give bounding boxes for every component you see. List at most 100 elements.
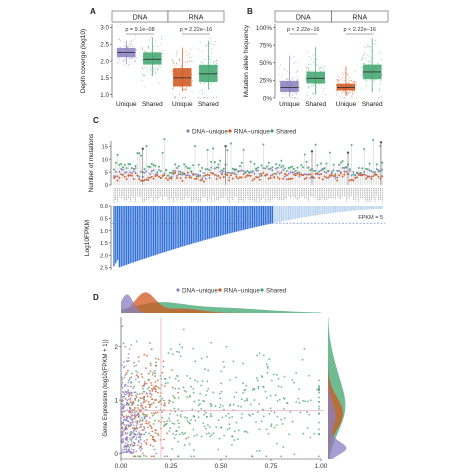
scatter-point [164,378,167,380]
scatter-point [131,436,133,439]
jitter-point [198,69,200,71]
lollipop-point [318,173,321,176]
lollipop-point [177,173,180,176]
jitter-point [381,79,383,81]
scatter-point [171,368,174,371]
jitter-point [347,72,349,75]
scatter-point [177,440,180,443]
scatter-point [145,422,147,425]
lollipop-point [248,174,250,177]
scatter-point [131,411,134,414]
scatter-point [150,425,152,428]
lollipop-point [123,163,126,166]
scatter-point [121,403,124,406]
lollipop-point [125,167,128,170]
panel-a-letter: A [90,7,96,16]
expression-bar [190,206,193,244]
scatter-point [131,420,134,423]
scatter-point [154,399,156,401]
facet-label: RNA [352,15,367,22]
jitter-point [374,81,376,83]
jitter-point [309,97,311,99]
expression-bar [208,206,211,239]
scatter-point [137,356,140,358]
scatter-point [136,427,139,430]
scatter-point [262,415,265,418]
jitter-point [362,63,364,65]
lollipop-point [213,173,216,176]
scatter-point [132,455,135,458]
expression-bar [311,206,313,217]
expression-bar [179,206,182,248]
expression-bar [223,206,225,235]
expression-bar [309,206,311,217]
jitter-point [148,47,150,49]
scatter-point [127,353,130,355]
scatter-point [266,371,269,374]
jitter-point [365,79,367,81]
scatter-point [141,376,144,379]
jitter-point [183,97,185,99]
scatter-point [205,432,208,435]
expression-bar [232,206,234,233]
scatter-point [218,437,221,440]
scatter-point [318,433,320,436]
jitter-point [150,74,152,76]
lollipop-point [201,178,204,181]
y-axis-label: Depth coverge (log10) [80,29,87,93]
scatter-point [145,419,148,422]
scatter-point [142,429,145,431]
scatter-point [136,444,139,447]
scatter-point [272,373,275,376]
scatter-point [126,445,128,448]
lollipop-point [195,177,198,180]
lollipop-point [258,172,261,175]
lollipop-point [122,173,124,176]
x-tick-label: 0.25 [165,463,178,470]
scatter-point [233,430,236,433]
lollipop-point [269,167,272,170]
scatter-point [262,386,265,389]
lollipop-point [343,166,346,169]
jitter-point [315,63,317,65]
jitter-point [286,96,288,98]
lollipop-point [174,163,177,166]
scatter-point [155,399,158,401]
scatter-point [120,376,123,379]
jitter-point [157,69,159,71]
lollipop-point [192,173,195,176]
scatter-point [189,377,192,380]
expression-bar [165,206,167,252]
scatter-point [152,445,155,448]
jitter-point [282,97,284,99]
lollipop-point [264,174,267,177]
scatter-point [148,406,151,409]
scatter-point [129,417,132,419]
jitter-point [284,69,286,71]
scatter-point [137,455,139,458]
scatter-point [316,388,319,391]
scatter-point [228,423,231,426]
scatter-point [143,416,146,418]
jitter-point [130,57,132,59]
scatter-point [154,390,157,393]
expression-bar [255,206,257,227]
jitter-point [171,59,173,61]
scatter-point [249,414,252,417]
scatter-point [143,380,146,383]
y-tick-label: 100% [256,25,273,32]
scatter-point [128,425,131,428]
scatter-point [143,425,145,428]
scatter-point [129,411,132,414]
scatter-point [222,360,225,363]
jitter-point [370,57,372,59]
lollipop-point [122,168,124,171]
expression-bar [160,206,162,254]
lollipop-point [134,167,137,170]
scatter-point [152,371,155,374]
x-tick-label: Unique [172,101,193,108]
jitter-point [306,70,308,72]
lollipop-point [321,178,324,181]
bottom-y-tick-label: 0.0 [100,204,108,210]
lollipop-point [352,179,355,182]
